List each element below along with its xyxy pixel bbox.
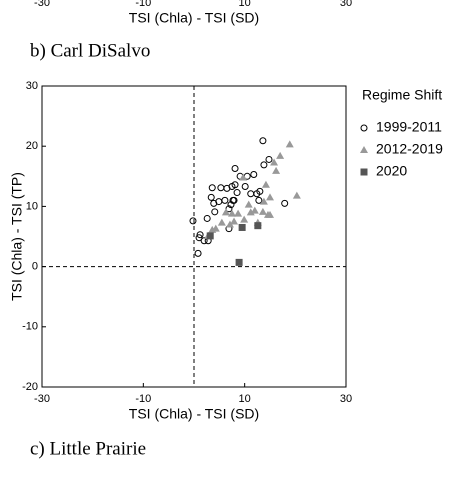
y-tick-label: 20 <box>26 140 38 152</box>
point <box>246 208 255 216</box>
x-tick-label: -30 <box>34 0 50 9</box>
point <box>258 207 267 215</box>
point <box>217 218 226 226</box>
point <box>259 197 268 205</box>
point <box>221 196 229 204</box>
point <box>260 161 268 169</box>
legend-title: Regime Shift <box>362 87 442 103</box>
legend-label: 1999-2011 <box>376 119 442 135</box>
x-tick-label: -30 <box>34 393 50 405</box>
x-tick-label: 30 <box>340 393 352 405</box>
legend-marker <box>360 124 368 132</box>
point <box>196 231 204 239</box>
legend-marker <box>360 168 368 176</box>
point <box>211 208 219 216</box>
point <box>203 214 211 222</box>
y-axis-label: TSI (Chla) - TSI (TP) <box>9 172 25 301</box>
point <box>261 180 270 188</box>
point <box>207 193 215 201</box>
panel-caption: c) Little Prairie <box>30 438 146 459</box>
y-tick-label: 10 <box>26 200 38 212</box>
x-tick-label: 30 <box>340 0 352 9</box>
legend-label: 2012-2019 <box>376 141 443 157</box>
point <box>292 191 301 199</box>
point <box>194 249 202 257</box>
point <box>228 209 236 217</box>
point <box>241 183 249 191</box>
point <box>211 224 220 232</box>
x-axis-label: TSI (Chla) - TSI (SD) <box>129 406 259 422</box>
point <box>266 210 274 218</box>
point <box>250 170 258 178</box>
x-tick-label: 10 <box>239 393 251 405</box>
point <box>217 184 225 192</box>
point <box>231 164 239 172</box>
point <box>247 190 255 198</box>
point <box>231 181 239 189</box>
point <box>235 258 243 266</box>
x-axis-label: TSI (Chla) - TSI (SD) <box>129 10 259 26</box>
legend-marker <box>360 146 368 153</box>
point <box>270 158 279 166</box>
x-tick-label: -10 <box>135 0 151 9</box>
point <box>259 137 267 145</box>
point <box>255 196 263 204</box>
point <box>239 173 248 181</box>
point <box>189 217 197 225</box>
point <box>265 155 273 163</box>
point <box>200 237 208 245</box>
point <box>195 234 203 242</box>
point <box>281 199 289 207</box>
point <box>256 187 264 195</box>
point <box>266 193 274 201</box>
point <box>285 140 294 148</box>
point <box>229 196 237 204</box>
point <box>225 220 234 228</box>
point <box>221 208 230 216</box>
point <box>234 209 243 217</box>
x-tick-label: 10 <box>239 0 251 9</box>
y-tick-label: 0 <box>32 261 38 273</box>
point <box>240 215 249 223</box>
y-tick-label: -10 <box>22 321 38 333</box>
legend-label: 2020 <box>376 163 407 179</box>
point <box>208 184 216 192</box>
point <box>272 166 281 174</box>
point <box>230 217 239 225</box>
point <box>206 232 214 240</box>
x-tick-label: -10 <box>135 393 151 405</box>
point <box>250 206 259 214</box>
point <box>233 189 241 197</box>
point <box>254 222 262 230</box>
y-tick-label: -20 <box>22 381 38 393</box>
y-tick-label: 30 <box>26 80 38 92</box>
point <box>238 223 246 231</box>
point <box>276 151 285 159</box>
panel-caption: b) Carl DiSalvo <box>30 40 150 61</box>
point <box>244 200 253 208</box>
